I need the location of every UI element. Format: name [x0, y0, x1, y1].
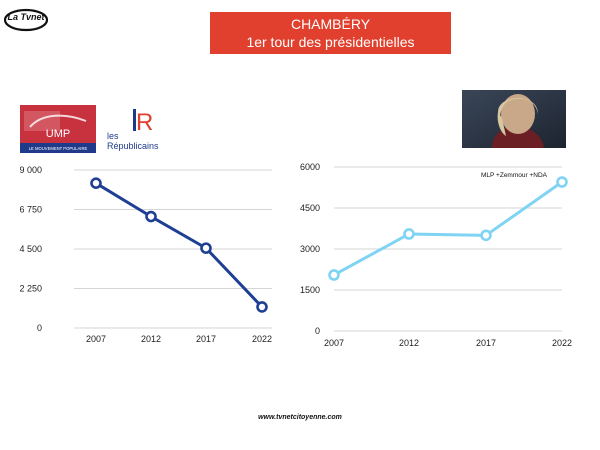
tvnet-logo-text: La Tvnet: [7, 12, 45, 22]
candidate-photo: [462, 90, 566, 148]
left-series-line: [95, 181, 264, 308]
lr-logo-mark: R: [136, 109, 153, 136]
right-data-point: [480, 229, 492, 242]
right-data-point: [556, 176, 568, 188]
right-data-point: [328, 269, 340, 281]
lr-logo-line1: les: [107, 131, 119, 141]
right-ytick-label: 4500: [300, 203, 320, 213]
left-data-point: [200, 242, 212, 254]
right-ytick-label: 0: [315, 326, 320, 336]
right-ytick-label: 1500: [300, 285, 320, 295]
right-data-point: [403, 228, 415, 240]
left-xtick-label: 2022: [252, 334, 272, 344]
right-annotation: MLP +Zemmour +NDA: [481, 172, 548, 179]
footer-url: www.tvnetcitoyenne.com: [258, 414, 342, 421]
logo-ring: [4, 8, 48, 32]
left-data-point: [90, 177, 102, 189]
left-ytick-label: 0: [37, 323, 42, 333]
right-xtick-label: 2007: [324, 338, 344, 348]
left-xtick-label: 2012: [141, 334, 161, 344]
left-ytick-label: 4 500: [19, 244, 42, 254]
title-banner: CHAMBÉRY 1er tour des présidentielles: [210, 12, 451, 54]
right-ytick-label: 6000: [300, 162, 320, 172]
ump-logo-subtext: LE MOUVEMENT POPULAIRE: [29, 146, 88, 151]
tvnet-logo: La Tvnet: [4, 8, 48, 32]
right-ytick-label: 3000: [300, 244, 320, 254]
les-republicains-logo: R les Républicains: [107, 109, 159, 151]
ump-logo: UMP LE MOUVEMENT POPULAIRE: [20, 105, 96, 153]
left-xtick-label: 2007: [86, 334, 106, 344]
left-xtick-label: 2017: [196, 334, 216, 344]
right-xtick-label: 2012: [399, 338, 419, 348]
left-data-point: [145, 210, 157, 223]
right-xtick-label: 2022: [552, 338, 572, 348]
left-data-point: [256, 301, 268, 313]
left-ytick-label: 9 000: [19, 165, 42, 175]
right-series-line: [333, 180, 563, 277]
left-ytick-label: 6 750: [19, 205, 42, 215]
page-title: CHAMBÉRY: [290, 16, 371, 32]
lr-logo-line2: Républicains: [107, 141, 159, 151]
page-subtitle: 1er tour des présidentielles: [246, 34, 415, 50]
right-xtick-label: 2017: [476, 338, 496, 348]
ump-logo-text: UMP: [46, 128, 70, 140]
left-ytick-label: 2 250: [19, 284, 42, 294]
